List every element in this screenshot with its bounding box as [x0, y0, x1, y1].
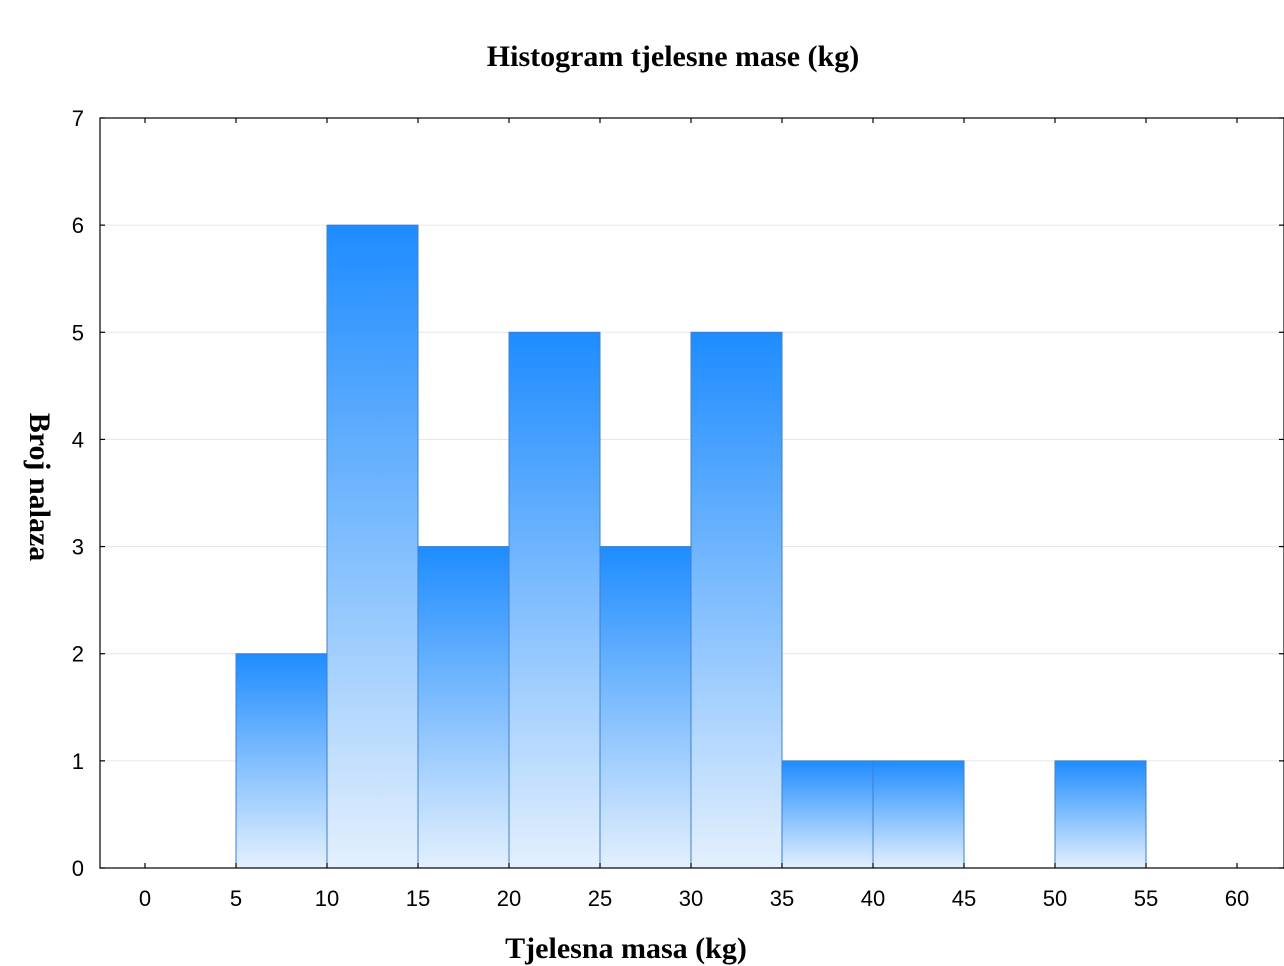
y-tick-labels: 0 1 2 3 4 5 6 7 — [72, 106, 84, 881]
histogram-bar — [872, 760, 965, 869]
x-tick-label: 15 — [406, 886, 430, 911]
x-tick-label: 30 — [679, 886, 703, 911]
x-tick-label: 20 — [497, 886, 521, 911]
y-tick-label: 1 — [72, 749, 84, 774]
x-tick-label: 60 — [1225, 886, 1249, 911]
y-tick-label: 2 — [72, 642, 84, 667]
x-tick-label: 0 — [139, 886, 151, 911]
y-tick-label: 7 — [72, 106, 84, 131]
y-tick-label: 5 — [72, 320, 84, 345]
histogram-bar — [599, 546, 692, 869]
histogram-bars — [235, 224, 1147, 869]
x-tick-label: 35 — [770, 886, 794, 911]
x-tick-label: 50 — [1043, 886, 1067, 911]
histogram-bar — [235, 653, 328, 869]
histogram-bar — [690, 331, 783, 869]
chart-title: Histogram tjelesne mase (kg) — [487, 40, 859, 73]
histogram-bar — [326, 224, 419, 869]
histogram-bar — [417, 546, 510, 869]
y-tick-label: 4 — [72, 427, 84, 452]
y-axis-title: Broj nalaza — [23, 413, 56, 562]
x-tick-labels: 0 5 10 15 20 25 30 35 40 45 50 55 60 — [139, 886, 1249, 911]
axis-ticks — [100, 117, 1284, 869]
y-tick-label: 3 — [72, 535, 84, 560]
y-tick-label: 6 — [72, 213, 84, 238]
histogram-bar — [781, 760, 874, 869]
x-tick-label: 45 — [952, 886, 976, 911]
x-tick-label: 5 — [230, 886, 242, 911]
x-tick-label: 40 — [861, 886, 885, 911]
histogram-bar — [508, 331, 601, 869]
x-tick-label: 25 — [588, 886, 612, 911]
x-tick-label: 55 — [1134, 886, 1158, 911]
x-axis-title: Tjelesna masa (kg) — [505, 932, 747, 965]
x-tick-label: 10 — [315, 886, 339, 911]
y-tick-label: 0 — [72, 856, 84, 881]
plot-frame — [99, 117, 1284, 869]
histogram-bar — [1054, 760, 1147, 869]
